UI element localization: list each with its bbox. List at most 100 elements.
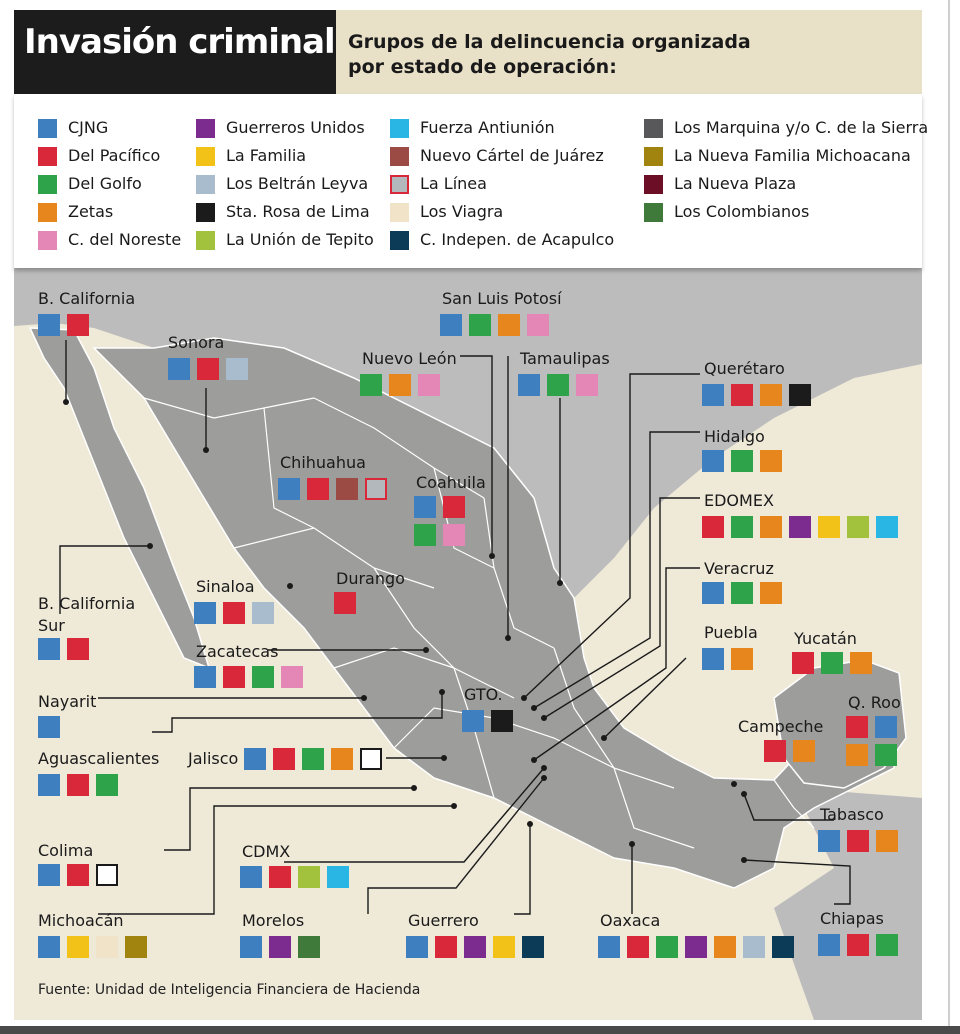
state-groups-jalisco xyxy=(244,748,389,770)
state-groups-nuevo-leon xyxy=(360,374,447,396)
legend-label: La Familia xyxy=(226,146,307,165)
state-label-chiapas: Chiapas xyxy=(820,909,884,928)
group-swatch-colima_white xyxy=(360,748,382,770)
state-groups-colima xyxy=(38,864,125,886)
state-label-zacatecas: Zacatecas xyxy=(196,642,279,661)
state-groups-coahuila xyxy=(414,496,472,546)
legend-swatch xyxy=(196,231,215,250)
legend-swatch xyxy=(38,203,57,222)
group-swatch-pacifico xyxy=(223,602,245,624)
page-subtitle: Grupos de la delincuencia organizada por… xyxy=(348,30,908,80)
group-swatch-pacifico xyxy=(67,774,89,796)
group-swatch-cjng xyxy=(38,864,60,886)
group-swatch-colombianos xyxy=(298,936,320,958)
state-label-chihuahua: Chihuahua xyxy=(280,453,366,472)
subtitle-line-2: por estado de operación: xyxy=(348,56,617,78)
group-swatch-pacifico xyxy=(67,638,89,660)
subtitle-box xyxy=(336,10,922,94)
legend-label: Guerreros Unidos xyxy=(226,118,365,137)
group-swatch-beltran xyxy=(226,358,248,380)
state-groups-queretaro xyxy=(702,384,818,406)
group-swatch-guerreros xyxy=(685,936,707,958)
legend-swatch xyxy=(644,175,663,194)
legend-label: C. del Noreste xyxy=(68,230,182,249)
bottom-border xyxy=(0,1026,960,1034)
group-swatch-zetas xyxy=(876,830,898,852)
state-groups-tamaulipas xyxy=(518,374,605,396)
group-swatch-cjng xyxy=(518,374,540,396)
subtitle-line-1: Grupos de la delincuencia organizada xyxy=(348,31,751,53)
legend-swatch xyxy=(390,119,409,138)
usa-land xyxy=(14,268,922,598)
group-swatch-cjng xyxy=(598,936,620,958)
group-swatch-zetas xyxy=(846,744,868,766)
group-swatch-golfo xyxy=(876,934,898,956)
group-swatch-acapulco xyxy=(522,936,544,958)
state-label-coahuila: Coahuila xyxy=(416,473,486,492)
state-groups-q-roo xyxy=(846,716,904,766)
group-swatch-antiunion xyxy=(876,516,898,538)
group-swatch-familia xyxy=(818,516,840,538)
group-swatch-cjng xyxy=(440,314,462,336)
group-swatch-zetas xyxy=(760,450,782,472)
legend-swatch xyxy=(644,147,663,166)
state-groups-campeche xyxy=(764,740,822,762)
state-groups-yucatan xyxy=(792,652,879,674)
state-groups-tabasco xyxy=(818,830,905,852)
group-swatch-white xyxy=(96,864,118,886)
state-label-b-california-sur: B. California Sur xyxy=(38,593,135,637)
baja-peninsula xyxy=(28,327,211,670)
group-swatch-cjng xyxy=(462,710,484,732)
group-swatch-golfo xyxy=(821,652,843,674)
state-label-campeche: Campeche xyxy=(738,717,824,736)
leader-lines xyxy=(59,340,851,915)
group-swatch-pacifico xyxy=(197,358,219,380)
state-label-nuevo-leon: Nuevo León xyxy=(362,349,457,368)
state-groups-durango xyxy=(334,592,363,614)
group-swatch-beltran xyxy=(252,602,274,624)
group-swatch-cjng xyxy=(278,478,300,500)
state-label-nayarit: Nayarit xyxy=(38,692,97,711)
group-swatch-antiunion xyxy=(327,866,349,888)
group-swatch-nuevafamilia xyxy=(125,936,147,958)
group-swatch-golfo xyxy=(96,774,118,796)
state-groups-gto xyxy=(462,710,520,732)
group-swatch-pacifico xyxy=(269,866,291,888)
legend-swatch xyxy=(196,175,215,194)
state-label-morelos: Morelos xyxy=(242,911,305,930)
state-groups-sinaloa xyxy=(194,602,281,624)
group-swatch-cjng xyxy=(702,384,724,406)
legend-swatch xyxy=(38,175,57,194)
state-groups-chihuahua xyxy=(278,478,394,500)
group-swatch-zetas xyxy=(731,648,753,670)
mainland xyxy=(92,337,895,889)
state-label-aguascalientes: Aguascalientes xyxy=(38,749,160,768)
group-swatch-zetas xyxy=(760,582,782,604)
state-label-colima: Colima xyxy=(38,841,94,860)
group-swatch-pacifico xyxy=(627,936,649,958)
group-swatch-tepito xyxy=(298,866,320,888)
legend-swatch xyxy=(390,231,409,250)
legend-label: Del Pacífico xyxy=(68,146,161,165)
legend-label: Los Beltrán Leyva xyxy=(226,174,369,193)
legend-label: Los Viagra xyxy=(420,202,504,221)
group-swatch-cjng xyxy=(414,496,436,518)
group-swatch-golfo xyxy=(252,666,274,688)
group-swatch-cjng xyxy=(818,934,840,956)
state-groups-hidalgo xyxy=(702,450,789,472)
group-swatch-tepito xyxy=(847,516,869,538)
page-edge xyxy=(948,0,950,1026)
state-label-line: B. California xyxy=(38,594,136,613)
legend-label: Sta. Rosa de Lima xyxy=(226,202,370,221)
group-swatch-golfo xyxy=(656,936,678,958)
group-swatch-cjng xyxy=(38,638,60,660)
group-swatch-cjng xyxy=(38,774,60,796)
legend-label: La Nueva Familia Michoacana xyxy=(674,146,911,165)
group-swatch-familia xyxy=(493,936,515,958)
group-swatch-zetas xyxy=(714,936,736,958)
legend: CJNG Del Pacífico Del Golfo Zetas C. del Nor… xyxy=(14,94,928,268)
legend-label: C. Indepen. de Acapulco xyxy=(420,230,615,249)
state-label-queretaro: Querétaro xyxy=(704,359,785,378)
group-swatch-cjng xyxy=(38,314,60,336)
group-swatch-cjng xyxy=(818,830,840,852)
